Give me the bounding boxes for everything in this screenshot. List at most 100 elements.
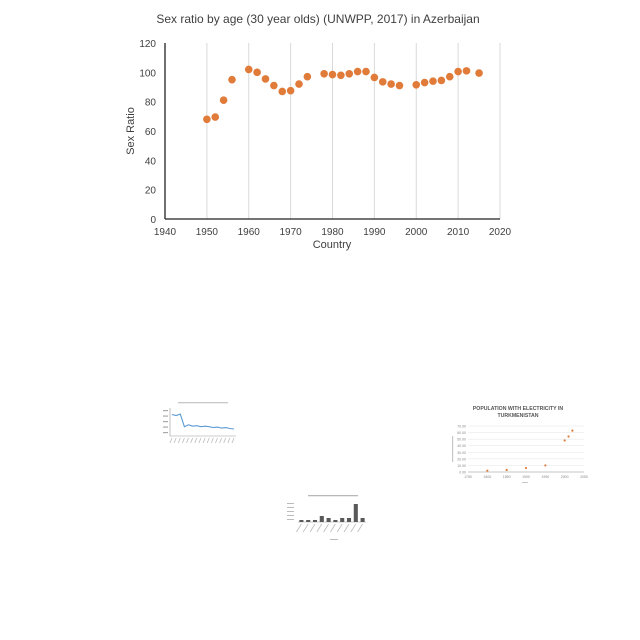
y-axis-label: Sex Ratio [125, 107, 137, 155]
y-tick-label: 40.00 [457, 444, 466, 448]
x-tick-label [227, 437, 231, 444]
data-point [429, 77, 437, 85]
data-point [437, 76, 446, 85]
data-point [567, 435, 570, 438]
thumbnail-line-chart [160, 400, 240, 448]
x-tick-label [186, 437, 189, 444]
main-scatter-chart: Sex ratio by age (30 year olds) (UNWPP, … [0, 0, 640, 260]
y-tick-label [163, 432, 168, 434]
data-point [378, 78, 387, 86]
data-point [286, 86, 295, 95]
data-point [544, 464, 547, 467]
x-tick-label: 1950 [196, 227, 219, 238]
y-tick-label: 0.00 [459, 471, 466, 475]
x-tick-label [219, 437, 222, 444]
data-point [395, 81, 404, 90]
thumbnail-line-svg [163, 402, 236, 444]
y-tick-label: 50.00 [457, 438, 466, 442]
y-tick-label: 80 [145, 98, 157, 109]
data-point [345, 70, 354, 78]
data-point [445, 72, 454, 81]
y-tick-label: 60.00 [457, 431, 466, 435]
data-point [387, 80, 395, 88]
x-tick-label [169, 437, 173, 444]
data-point [278, 87, 287, 96]
x-tick-label: 1800 [483, 475, 491, 479]
data-point [563, 439, 566, 442]
bar [319, 516, 324, 522]
x-tick-label [173, 437, 177, 444]
thumbnail-bar-chart [284, 492, 368, 544]
x-tick-label [343, 523, 350, 533]
y-tick-label [287, 507, 294, 508]
bar [326, 518, 331, 522]
y-axis-label [452, 436, 454, 462]
data-point [328, 70, 337, 79]
bar [312, 520, 318, 522]
x-tick-label [357, 523, 363, 533]
data-point [353, 67, 362, 76]
x-tick-label: 1940 [154, 227, 177, 238]
data-point [295, 80, 303, 88]
bar [346, 518, 352, 522]
x-tick-label: 1850 [503, 475, 511, 479]
x-tick-label [182, 437, 185, 444]
x-axis-label [330, 539, 338, 540]
x-tick-label [231, 437, 235, 444]
bar [333, 520, 338, 522]
x-tick-label [177, 437, 181, 444]
x-tick-label: 1960 [238, 227, 261, 238]
y-tick-label: 60 [145, 127, 157, 138]
x-tick-label [309, 523, 316, 533]
y-tick-label: 30.00 [457, 451, 466, 455]
y-tick-label [163, 410, 168, 412]
x-tick-label: 1950 [541, 475, 549, 479]
data-point [337, 71, 345, 80]
data-point [362, 67, 370, 76]
chart-title [178, 402, 228, 404]
x-tick-label: 1980 [321, 227, 344, 238]
data-point [219, 96, 228, 104]
y-tick-label [163, 426, 168, 428]
y-tick-label: 20.00 [457, 457, 466, 461]
x-tick-label [223, 437, 227, 444]
series-line [171, 413, 235, 430]
x-tick-label: 1750 [464, 475, 472, 479]
data-point [412, 81, 421, 89]
x-tick-label: 2050 [580, 475, 588, 479]
y-tick-label [163, 415, 168, 417]
chart-title-line-2: TURKMENISTAN [497, 413, 538, 419]
bar [360, 518, 365, 522]
y-tick-label [287, 515, 294, 516]
data-point [505, 468, 508, 472]
y-tick-label: 100 [139, 68, 156, 79]
data-point [203, 115, 211, 124]
data-point [211, 113, 220, 121]
bar [299, 520, 304, 522]
x-tick-label: 2010 [447, 227, 470, 238]
x-tick-label: 2020 [489, 227, 512, 238]
data-point [253, 68, 261, 77]
data-point [320, 70, 328, 78]
y-tick-label: 70.00 [457, 425, 466, 429]
data-point [571, 429, 574, 432]
x-tick-label [206, 437, 210, 444]
main-chart-svg: Sex ratio by age (30 year olds) (UNWPP, … [125, 12, 512, 251]
data-point [303, 72, 312, 81]
y-tick-label [287, 511, 294, 512]
y-tick-label: 20 [145, 186, 157, 197]
bar [306, 520, 311, 522]
x-tick-label [215, 437, 218, 444]
x-axis-label [522, 482, 528, 483]
chart-title: Sex ratio by age (30 year olds) (UNWPP, … [156, 12, 479, 26]
x-tick-label: 2000 [405, 227, 428, 238]
data-point [524, 466, 528, 470]
x-tick-label [194, 437, 198, 444]
data-point [244, 65, 253, 74]
x-tick-label [323, 523, 329, 533]
thumbnail-scatter-svg: POPULATION WITH ELECTRICITY INTURKMENIST… [452, 406, 588, 483]
x-tick-label: 1970 [280, 227, 303, 238]
x-tick-label [316, 523, 323, 533]
data-point [462, 67, 471, 75]
data-point [475, 69, 483, 77]
